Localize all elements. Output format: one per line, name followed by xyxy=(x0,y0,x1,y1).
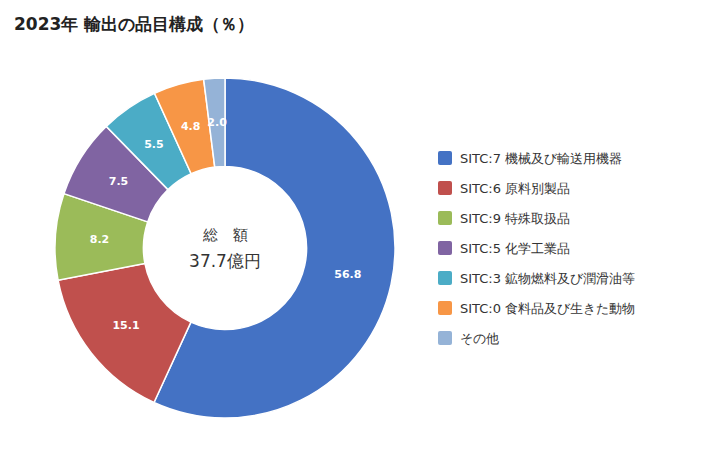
background xyxy=(0,0,728,450)
legend-label: SITC:9 特殊取扱品 xyxy=(460,211,570,226)
legend-label: SITC:5 化学工業品 xyxy=(460,241,570,256)
data-label: 2.0 xyxy=(207,116,227,129)
data-label: 8.2 xyxy=(90,233,110,246)
center-text: 37.7億円 xyxy=(189,251,261,271)
legend-label: SITC:6 原料別製品 xyxy=(460,181,570,196)
legend-label: SITC:7 機械及び輸送用機器 xyxy=(460,151,622,166)
title: 2023年 輸出の品目構成（％） xyxy=(14,14,254,34)
slice xyxy=(58,263,191,402)
legend-swatch xyxy=(438,271,452,285)
data-label: 7.5 xyxy=(109,175,129,188)
legend-swatch xyxy=(438,301,452,315)
data-label: 15.1 xyxy=(112,319,139,332)
legend: SITC:7 機械及び輸送用機器 SITC:6 原料別製品 SITC:9 特殊取扱品… xyxy=(438,151,635,346)
legend-swatch xyxy=(438,331,452,345)
data-label: 5.5 xyxy=(144,138,164,151)
center-text: 総 額 xyxy=(202,226,248,244)
legend-swatch xyxy=(438,241,452,255)
slice xyxy=(154,78,395,418)
legend-swatch xyxy=(438,151,452,165)
data-label: 56.8 xyxy=(334,268,361,281)
slices xyxy=(55,78,395,418)
chart: 2023年 輸出の品目構成（％） 56.8 15.1 8.2 7.5 5.5 4.8 2.0 総… xyxy=(0,0,728,450)
legend-label: SITC:3 鉱物燃料及び潤滑油等 xyxy=(460,271,635,286)
legend-label: SITC:0 食料品及び生きた動物 xyxy=(460,301,635,316)
legend-swatch xyxy=(438,181,452,195)
data-labels: 56.8 15.1 8.2 7.5 5.5 4.8 2.0 xyxy=(90,116,362,332)
data-label: 4.8 xyxy=(181,120,201,133)
legend-swatch xyxy=(438,211,452,225)
legend-label: その他 xyxy=(460,331,499,346)
